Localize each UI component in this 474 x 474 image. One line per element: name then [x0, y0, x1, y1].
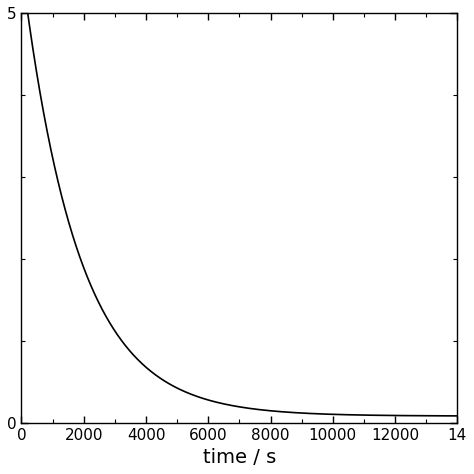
X-axis label: time / s: time / s	[203, 448, 276, 467]
